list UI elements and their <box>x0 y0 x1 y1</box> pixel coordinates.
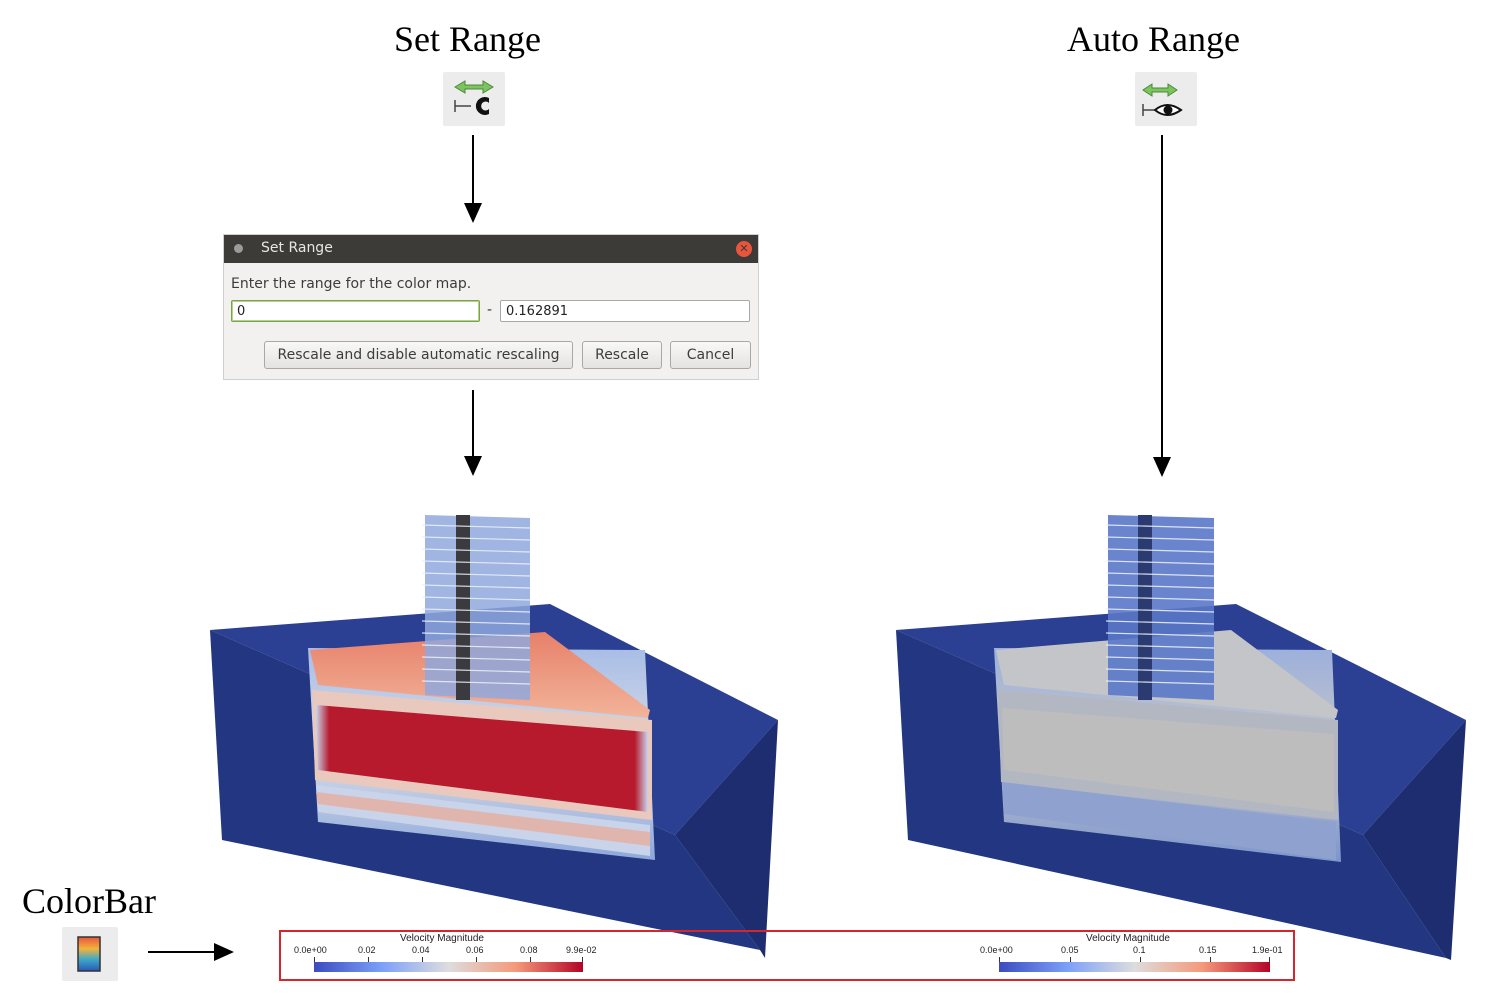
auto-range-title: Auto Range <box>1067 19 1240 59</box>
rescale-button[interactable]: Rescale <box>582 341 662 369</box>
tick-mark <box>999 957 1000 962</box>
dialog-prompt: Enter the range for the color map. <box>231 276 472 292</box>
colorbar-tick: 9.9e-02 <box>566 945 597 955</box>
tick-mark <box>1269 957 1270 962</box>
colorbar-tick: 0.02 <box>358 945 376 955</box>
tick-mark <box>1070 957 1071 962</box>
arrow-down-icon <box>464 390 482 476</box>
set-range-icon[interactable] <box>443 72 505 126</box>
tick-mark <box>530 957 531 962</box>
window-menu-icon[interactable] <box>234 244 243 253</box>
set-range-render <box>210 515 778 958</box>
range-separator: - <box>487 302 493 318</box>
rescale-disable-button[interactable]: Rescale and disable automatic rescaling <box>264 341 573 369</box>
colorbar-title: Velocity Magnitude <box>1086 933 1170 944</box>
arrow-right-icon <box>148 943 234 961</box>
dialog-title: Set Range <box>261 240 333 256</box>
colorbar-tick: 0.06 <box>466 945 484 955</box>
auto-range-icon[interactable] <box>1135 72 1197 126</box>
range-max-input[interactable]: 0.162891 <box>500 300 750 322</box>
arrow-down-icon <box>1153 135 1171 477</box>
cancel-button[interactable]: Cancel <box>670 341 751 369</box>
tick-mark <box>368 957 369 962</box>
close-icon[interactable]: ✕ <box>736 241 752 257</box>
colorbar-tick: 1.9e-01 <box>1252 945 1283 955</box>
colorbar-gradient <box>999 962 1270 972</box>
colorbar-tick: 0.0e+00 <box>980 945 1013 955</box>
colorbar-icon[interactable] <box>62 927 118 981</box>
colorbar-tick: 0.04 <box>412 945 430 955</box>
colorbar-tick: 0.08 <box>520 945 538 955</box>
auto-range-render <box>896 515 1466 960</box>
tick-mark <box>1210 957 1211 962</box>
dialog-titlebar[interactable]: Set Range ✕ <box>224 235 758 263</box>
colorbar-frame: Velocity Magnitude 0.0e+00 0.02 0.04 0.0… <box>279 930 1295 981</box>
colorbar-tick: 0.0e+00 <box>294 945 327 955</box>
tick-mark <box>582 957 583 962</box>
tick-mark <box>314 957 315 962</box>
colorbar-tick: 0.05 <box>1061 945 1079 955</box>
tick-mark <box>422 957 423 962</box>
colorbar-tick: 0.1 <box>1133 945 1146 955</box>
tick-mark <box>1140 957 1141 962</box>
tick-mark <box>476 957 477 962</box>
set-range-title: Set Range <box>394 19 541 59</box>
set-range-dialog: Set Range ✕ Enter the range for the colo… <box>224 235 758 379</box>
colorbar-label: ColorBar <box>22 881 156 921</box>
range-min-input[interactable]: 0 <box>231 300 480 322</box>
colorbar-tick: 0.15 <box>1199 945 1217 955</box>
colorbar-gradient <box>314 962 583 972</box>
colorbar-title: Velocity Magnitude <box>400 933 484 944</box>
arrow-down-icon <box>464 135 482 223</box>
